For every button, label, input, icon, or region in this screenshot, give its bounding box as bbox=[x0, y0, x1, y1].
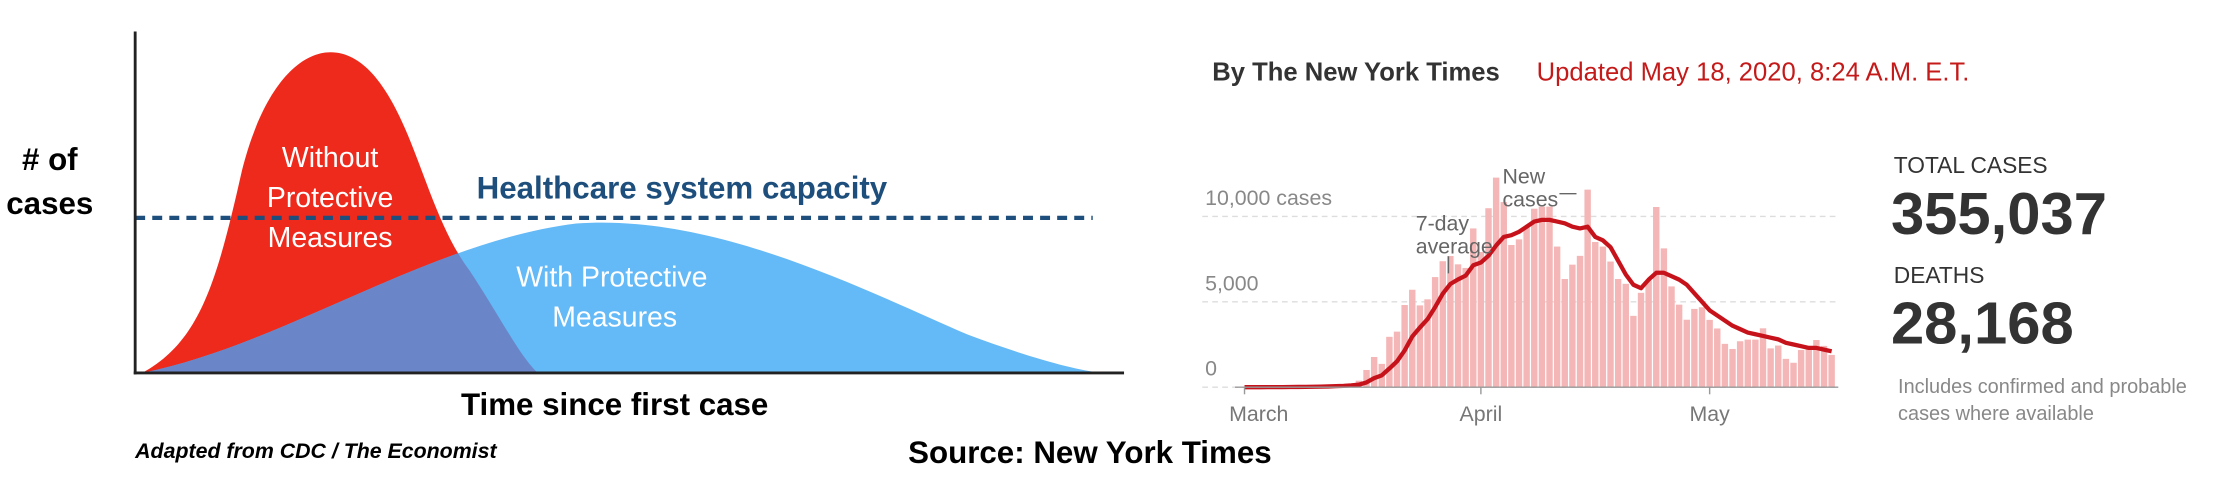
red-label: Protective bbox=[267, 182, 393, 214]
y-tick-label: 10,000 cases bbox=[1205, 186, 1332, 210]
bar bbox=[1485, 208, 1492, 388]
bar bbox=[1706, 319, 1713, 388]
bar bbox=[1637, 292, 1645, 388]
credit: Adapted from CDC / The Economist bbox=[134, 439, 497, 463]
bar bbox=[1454, 264, 1462, 388]
bar bbox=[1797, 350, 1805, 388]
x-label: Time since first case bbox=[461, 387, 768, 422]
flatten-curve-diagram: # of cases Without Protective Measures H… bbox=[6, 31, 1125, 463]
blue-label: Measures bbox=[552, 301, 677, 333]
bar bbox=[1630, 315, 1637, 388]
bar bbox=[1645, 280, 1652, 388]
red-label: Without bbox=[282, 142, 379, 174]
blue-label: With Protective bbox=[516, 262, 707, 294]
stat-value: 28,168 bbox=[1891, 290, 2074, 357]
bar bbox=[1363, 369, 1370, 388]
bar bbox=[1477, 252, 1485, 388]
bar bbox=[1569, 264, 1576, 388]
bar bbox=[1431, 277, 1439, 388]
bar bbox=[1744, 339, 1751, 388]
bar bbox=[1584, 189, 1591, 388]
bar bbox=[1462, 267, 1469, 388]
bar bbox=[1424, 299, 1431, 388]
bar bbox=[1721, 343, 1729, 388]
y-tick-label: 0 bbox=[1205, 357, 1217, 381]
bar bbox=[1820, 345, 1828, 388]
bar bbox=[1386, 336, 1393, 388]
bar bbox=[1515, 239, 1523, 388]
series-annotation: 7-day average bbox=[1416, 212, 1493, 259]
x-tick-label: May bbox=[1689, 402, 1730, 426]
bar bbox=[1759, 328, 1767, 388]
bar bbox=[1576, 255, 1584, 388]
bar bbox=[1531, 208, 1538, 388]
bar bbox=[1805, 346, 1812, 388]
x-tick-label: March bbox=[1229, 402, 1288, 426]
bar bbox=[1691, 308, 1698, 388]
stat-label: TOTAL CASES bbox=[1894, 152, 2048, 178]
bar bbox=[1775, 345, 1782, 388]
stat-label: DEATHS bbox=[1894, 262, 1985, 288]
note: cases where available bbox=[1898, 403, 2094, 425]
red-label: Measures bbox=[268, 222, 393, 254]
bar bbox=[1599, 246, 1607, 388]
bar bbox=[1447, 256, 1454, 388]
bar bbox=[1668, 286, 1675, 388]
y-label: cases bbox=[6, 186, 93, 221]
capacity-label: Healthcare system capacity bbox=[477, 170, 888, 205]
bar bbox=[1767, 348, 1774, 388]
bar bbox=[1523, 227, 1530, 388]
bar bbox=[1553, 246, 1561, 388]
bar bbox=[1782, 358, 1790, 388]
bar bbox=[1370, 356, 1378, 388]
cases-chart: 0 5,000 10,000 cases March April May 7-day ave… bbox=[1202, 165, 1839, 426]
bar bbox=[1614, 278, 1622, 388]
overlap-area bbox=[142, 222, 538, 373]
bar bbox=[1828, 354, 1835, 388]
x-tick-label: April bbox=[1460, 402, 1503, 426]
bar bbox=[1546, 206, 1553, 388]
bar bbox=[1813, 340, 1820, 388]
bar bbox=[1439, 261, 1446, 388]
bar bbox=[1683, 319, 1690, 388]
series-annotation: New cases bbox=[1503, 165, 1559, 212]
bar bbox=[1500, 202, 1507, 388]
bar bbox=[1622, 283, 1629, 388]
bar bbox=[1508, 245, 1515, 388]
bar bbox=[1675, 304, 1683, 388]
y-tick-label: 5,000 bbox=[1205, 271, 1259, 295]
bar bbox=[1736, 341, 1744, 388]
updated: Updated May 18, 2020, 8:24 A.M. E.T. bbox=[1537, 59, 1970, 87]
bar bbox=[1790, 362, 1797, 388]
stat-value: 355,037 bbox=[1891, 180, 2107, 247]
bar bbox=[1607, 261, 1614, 388]
bar bbox=[1660, 248, 1668, 388]
bar bbox=[1698, 307, 1706, 388]
y-label: # of bbox=[22, 142, 78, 177]
bar bbox=[1752, 339, 1759, 388]
bar bbox=[1653, 207, 1660, 388]
note: Includes confirmed and probable bbox=[1898, 376, 2187, 398]
bar bbox=[1492, 177, 1500, 388]
bar bbox=[1416, 305, 1424, 388]
bar bbox=[1592, 241, 1599, 388]
bar bbox=[1538, 206, 1546, 388]
source: Source: New York Times bbox=[908, 435, 1272, 470]
bar bbox=[1470, 228, 1477, 388]
bar bbox=[1714, 328, 1721, 388]
average-line bbox=[1244, 217, 1833, 390]
byline: By The New York Times bbox=[1212, 59, 1500, 87]
bar bbox=[1561, 278, 1568, 388]
bar bbox=[1729, 348, 1736, 388]
